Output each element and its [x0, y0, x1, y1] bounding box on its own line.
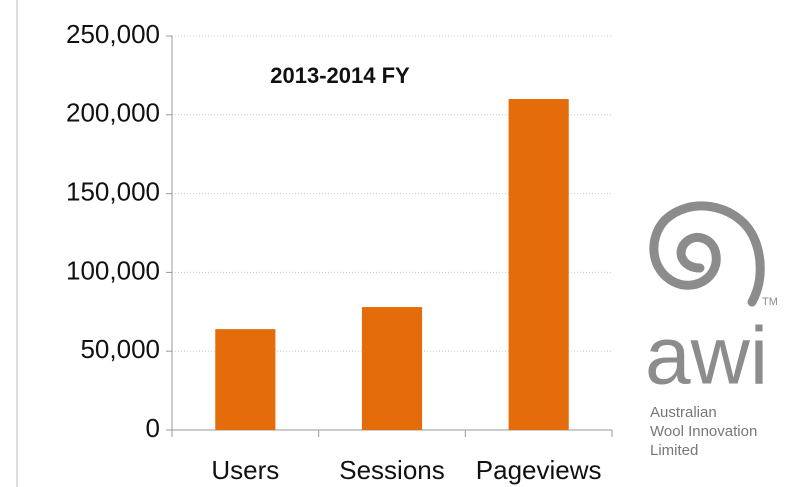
x-tick-label: Sessions — [339, 455, 445, 485]
y-tick-label: 100,000 — [66, 255, 160, 285]
x-tick-label: Users — [211, 455, 279, 485]
y-tick-label: 0 — [146, 413, 160, 443]
bar — [215, 329, 276, 430]
y-tick-label: 200,000 — [66, 98, 160, 128]
y-tick-label: 50,000 — [80, 334, 160, 364]
y-tick-label: 250,000 — [66, 19, 160, 49]
logo-trademark: TM — [762, 296, 778, 308]
logo-mark: awi — [645, 311, 768, 402]
chart-title: 2013-2014 FY — [270, 63, 410, 88]
logo: TM awi Australian Wool Innovation Limite… — [645, 201, 778, 459]
y-tick-label: 150,000 — [66, 176, 160, 206]
logo-text: Wool Innovation — [650, 423, 757, 440]
logo-text: Limited — [650, 442, 698, 459]
bar — [361, 307, 423, 430]
logo-spiral — [649, 201, 765, 307]
bar — [508, 99, 569, 430]
x-tick-label: Pageviews — [476, 455, 602, 485]
logo-text: Australian — [650, 404, 717, 421]
